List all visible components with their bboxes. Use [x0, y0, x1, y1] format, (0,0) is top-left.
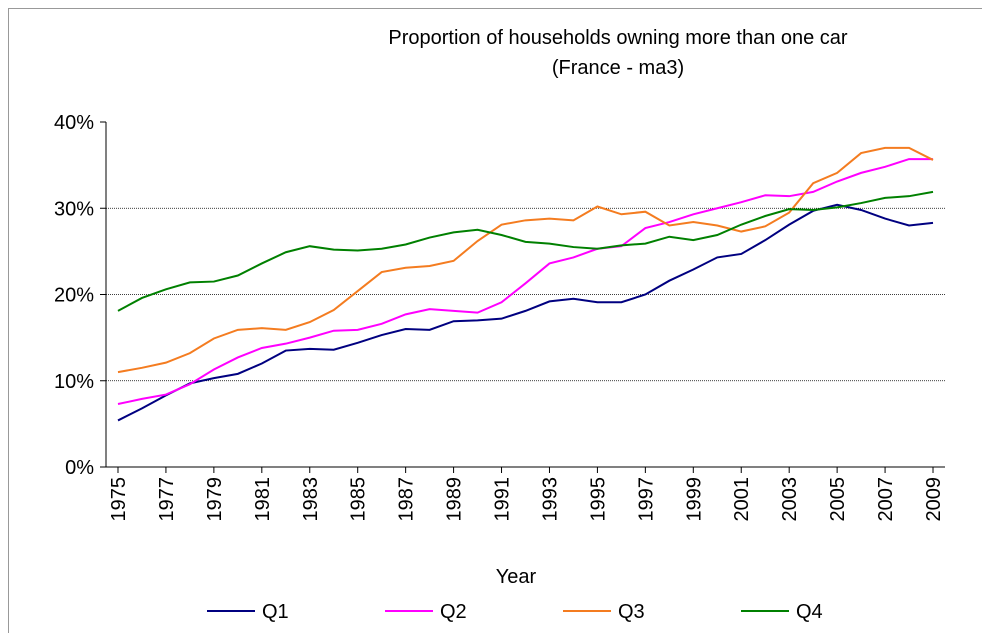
x-axis-label: Year	[496, 566, 537, 588]
legend-label: Q4	[796, 601, 823, 623]
legend-label: Q3	[618, 601, 645, 623]
x-tick-label: 1979	[204, 477, 226, 522]
x-tick-label: 1989	[444, 477, 466, 522]
x-tick-label: 2005	[827, 477, 849, 522]
x-tick-label: 1985	[348, 477, 370, 522]
y-tick-label: 0%	[65, 457, 94, 479]
series-line	[117, 203, 934, 422]
chart-border	[8, 8, 982, 633]
y-tick-label: 30%	[54, 198, 94, 220]
x-tick-label: 1983	[300, 477, 322, 522]
chart-title: Proportion of households owning more tha…	[388, 27, 848, 49]
x-tick-label: 2007	[875, 477, 897, 522]
x-tick-label: 1987	[396, 477, 418, 522]
series-line	[117, 190, 934, 312]
series-line	[117, 146, 934, 374]
x-tick-label: 1997	[635, 477, 657, 522]
y-tick-label: 10%	[54, 371, 94, 393]
legend-label: Q2	[440, 601, 467, 623]
x-tick-label: 1999	[683, 477, 705, 522]
x-tick-label: 1977	[156, 477, 178, 522]
legend-label: Q1	[262, 601, 289, 623]
x-tick-label: 1995	[587, 477, 609, 522]
x-tick-label: 2009	[923, 477, 945, 522]
x-tick-label: 1993	[539, 477, 561, 522]
x-tick-label: 2003	[779, 477, 801, 522]
series-line	[117, 158, 934, 406]
x-tick-label: 1981	[252, 477, 274, 522]
chart-subtitle: (France - ma3)	[552, 57, 684, 79]
y-tick-label: 20%	[54, 285, 94, 307]
x-tick-label: 2001	[731, 477, 753, 522]
y-tick-label: 40%	[54, 112, 94, 134]
x-tick-label: 1975	[108, 477, 130, 522]
x-tick-label: 1991	[492, 477, 514, 522]
